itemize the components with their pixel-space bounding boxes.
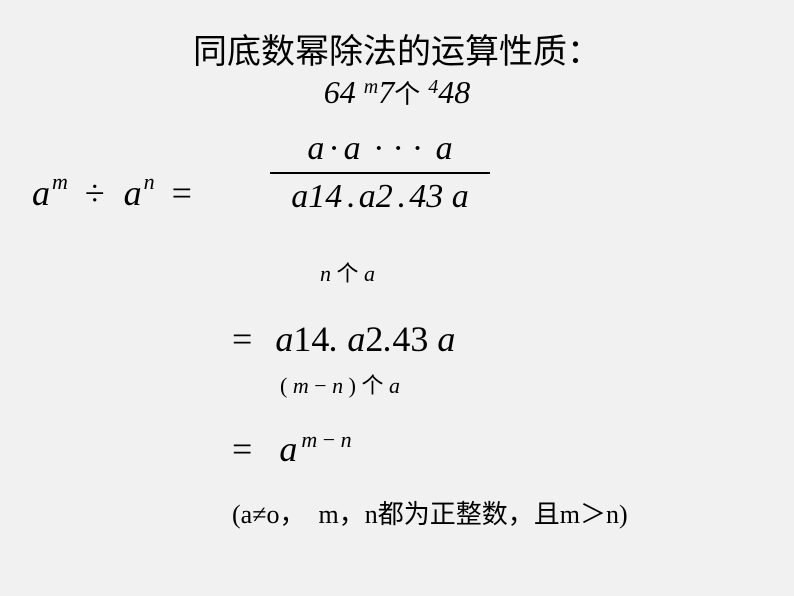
smn-rp: ): [349, 373, 356, 398]
c-txt: 都为正整数，且: [378, 500, 560, 529]
sub-n-a: n 个 a: [320, 256, 375, 288]
c-gt: ＞: [580, 500, 606, 529]
eq2-a1: a: [275, 319, 293, 359]
fraction: a·a ··· a a14.a2.43 a: [270, 130, 490, 216]
c-rp: ): [619, 500, 628, 529]
numerator: a·a ··· a: [270, 130, 490, 168]
num-d2: ·: [369, 130, 388, 167]
eq3-eq: =: [232, 429, 270, 469]
c-m2: m: [560, 500, 580, 529]
smn-m: m: [293, 373, 309, 398]
eq-op: =: [162, 173, 202, 213]
num-a1: a: [307, 130, 324, 167]
c-a: a: [241, 500, 253, 529]
equation-2: = a14. a2.43 a: [232, 318, 455, 360]
eq2-p2: 2: [365, 319, 383, 359]
a2: a: [124, 173, 142, 213]
den-o1: 14: [308, 178, 342, 215]
c-o: o: [267, 500, 280, 529]
eq2-d2: .: [383, 319, 392, 359]
eq3-m: m: [301, 427, 317, 452]
eq2-d1: .: [329, 319, 338, 359]
num-a2: a: [344, 130, 361, 167]
sub-mn-a: ( m − n ) 个 a: [280, 368, 400, 400]
up-arrow-icon: 个: [394, 80, 420, 109]
num-a3: a: [436, 130, 453, 167]
eq3-minus: −: [323, 427, 335, 452]
l2-b: 48: [438, 74, 470, 110]
div-op: ÷: [75, 173, 115, 213]
eq3-exp: m − n: [301, 427, 351, 452]
smn-minus: −: [314, 373, 326, 398]
smn-ge: 个: [361, 373, 383, 398]
sn-ge: 个: [337, 261, 359, 286]
num-d1: ·: [324, 130, 343, 167]
den-a1: a: [291, 178, 308, 215]
l2-slash: 7: [378, 74, 394, 110]
exp-m: m: [52, 169, 68, 194]
l2-q: 4: [428, 76, 438, 98]
c-lp: (: [232, 500, 241, 529]
a1: a: [32, 173, 50, 213]
c-m: m: [319, 500, 339, 529]
eq2-p3: 43: [392, 319, 428, 359]
smn-lp: (: [280, 373, 287, 398]
sn-a: a: [364, 261, 375, 286]
equation-3: = am − n: [232, 428, 348, 470]
l2-a: 64: [324, 74, 356, 110]
smn-a: a: [389, 373, 400, 398]
c-c1: ，: [280, 500, 306, 529]
eq3-a: a: [279, 429, 297, 469]
eq2-a3: a: [437, 319, 455, 359]
eq3-n: n: [341, 427, 352, 452]
line2: 64 m7个 448: [0, 74, 794, 111]
condition: (a≠o， m，n都为正整数，且m＞n): [232, 494, 628, 531]
l2-m: m: [364, 76, 378, 98]
denominator: a14.a2.43 a: [270, 178, 490, 216]
sn-n: n: [320, 261, 331, 286]
num-d3: ·: [389, 130, 408, 167]
den-a3: a: [452, 178, 469, 215]
c-n: n: [365, 500, 378, 529]
den-d1: .: [342, 178, 359, 215]
page-title: 同底数幂除法的运算性质：: [0, 24, 794, 73]
eq2-a2: a: [347, 319, 365, 359]
c-neq: ≠: [252, 500, 266, 529]
equation-lhs: am ÷ an =: [32, 172, 202, 214]
eq2-eq: =: [232, 319, 266, 359]
den-a2: a: [359, 178, 376, 215]
c-n2: n: [606, 500, 619, 529]
den-o3: 43: [409, 178, 443, 215]
eq2-p1: 14: [293, 319, 329, 359]
c-c2: ，: [339, 500, 365, 529]
fraction-bar: [270, 172, 490, 174]
smn-n: n: [332, 373, 343, 398]
den-d2: .: [393, 178, 410, 215]
exp-n: n: [144, 169, 155, 194]
den-o2: 2: [376, 178, 393, 215]
num-d4: ·: [408, 130, 427, 167]
